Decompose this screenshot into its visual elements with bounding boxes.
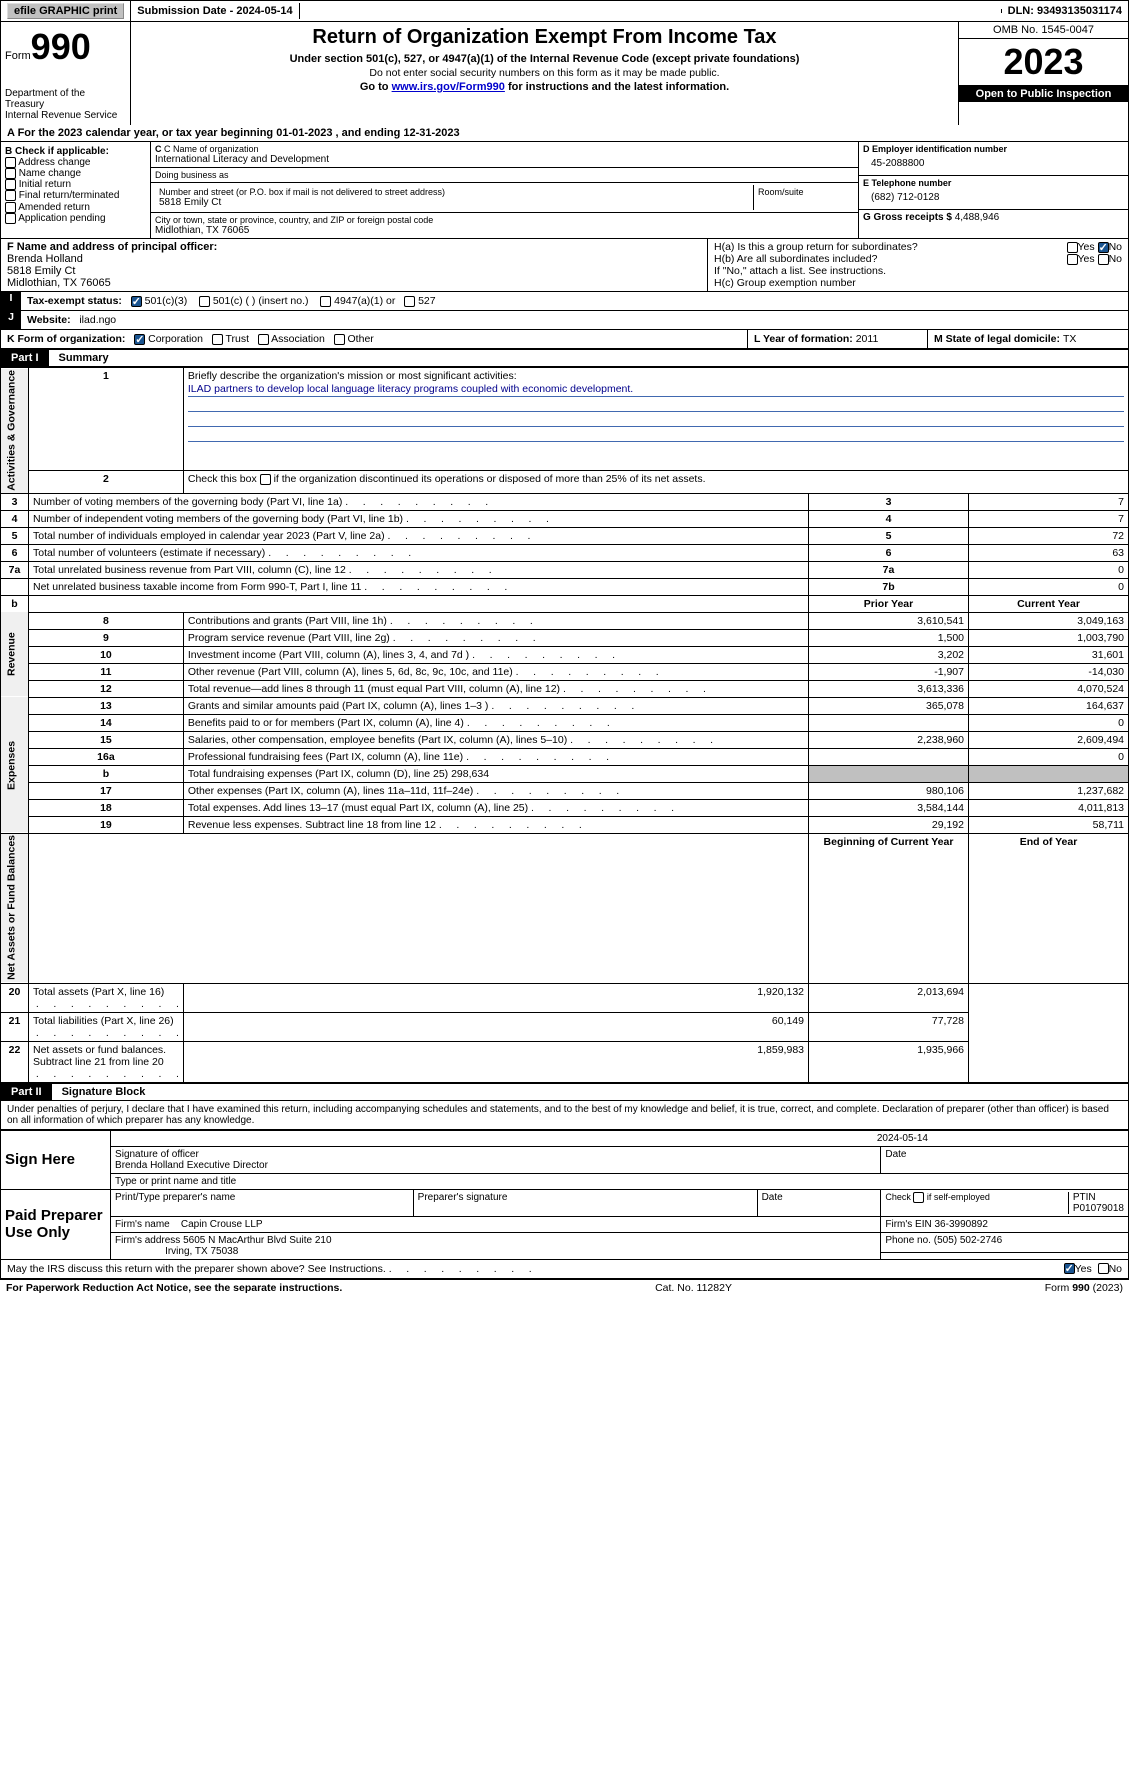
i-row: I Tax-exempt status: 501(c)(3) 501(c) ( … <box>0 292 1129 311</box>
summary-row: 19Revenue less expenses. Subtract line 1… <box>1 816 1129 833</box>
summary-row: 12Total revenue—add lines 8 through 11 (… <box>1 680 1129 697</box>
form-subtitle: Under section 501(c), 527, or 4947(a)(1)… <box>135 53 954 65</box>
summary-row: 4Number of independent voting members of… <box>1 510 1129 527</box>
box-c-city: City or town, state or province, country… <box>151 213 858 238</box>
j-row: J Website: ilad.ngo <box>0 311 1129 330</box>
summary-table: Activities & Governance 1 Briefly descri… <box>0 367 1129 1083</box>
boxb-item: Amended return <box>5 202 146 213</box>
box-g-receipts: G Gross receipts $ 4,488,946 <box>859 210 1128 225</box>
line2-text: Check this box if the organization disco… <box>188 473 706 485</box>
part2-header: Part II Signature Block <box>0 1083 1129 1101</box>
hb-no-checkbox[interactable] <box>1098 254 1109 265</box>
dept-treasury: Department of the Treasury Internal Reve… <box>5 88 126 121</box>
4947-checkbox[interactable] <box>320 296 331 307</box>
omb-number: OMB No. 1545-0047 <box>959 22 1128 39</box>
527-checkbox[interactable] <box>404 296 415 307</box>
501c-checkbox[interactable] <box>199 296 210 307</box>
boxb-item: Application pending <box>5 213 146 224</box>
boxb-item: Name change <box>5 168 146 179</box>
box-b: B Check if applicable: Address change Na… <box>1 142 151 238</box>
perjury-statement: Under penalties of perjury, I declare th… <box>0 1101 1129 1130</box>
form-number: 990 <box>31 26 91 67</box>
summary-row: Expenses13Grants and similar amounts pai… <box>1 697 1129 714</box>
summary-row: 16aProfessional fundraising fees (Part I… <box>1 748 1129 765</box>
summary-row: bTotal fundraising expenses (Part IX, co… <box>1 765 1129 782</box>
discuss-yes-checkbox[interactable] <box>1064 1263 1075 1274</box>
corp-checkbox[interactable] <box>134 334 145 345</box>
501c3-checkbox[interactable] <box>131 296 142 307</box>
summary-row: 22Net assets or fund balances. Subtract … <box>1 1041 1129 1082</box>
summary-row: 9Program service revenue (Part VIII, lin… <box>1 629 1129 646</box>
gov-label: Activities & Governance <box>1 368 29 494</box>
self-employed-checkbox[interactable] <box>913 1192 924 1203</box>
ha-yes-checkbox[interactable] <box>1067 242 1078 253</box>
irs-link[interactable]: www.irs.gov/Form990 <box>392 81 505 93</box>
summary-row: 21Total liabilities (Part X, line 26)60,… <box>1 1012 1129 1041</box>
trust-checkbox[interactable] <box>212 334 223 345</box>
signature-table: Sign Here 2024-05-14 Signature of office… <box>0 1130 1129 1260</box>
open-inspection: Open to Public Inspection <box>959 86 1128 102</box>
efile-print-button[interactable]: efile GRAPHIC print <box>7 3 124 19</box>
box-c-dba: Doing business as <box>151 168 858 183</box>
summary-row: 20Total assets (Part X, line 16)1,920,13… <box>1 983 1129 1012</box>
box-h: H(a) Is this a group return for subordin… <box>708 239 1128 291</box>
box-e-phone: E Telephone number (682) 712-0128 <box>859 176 1128 210</box>
dln: DLN: 93493135031174 <box>1002 3 1128 19</box>
page-footer: For Paperwork Reduction Act Notice, see … <box>0 1279 1129 1296</box>
summary-row: Net unrelated business taxable income fr… <box>1 578 1129 595</box>
boxb-item: Final return/terminated <box>5 190 146 201</box>
topbar: efile GRAPHIC print Submission Date - 20… <box>0 0 1129 22</box>
row-a-tax-year: A For the 2023 calendar year, or tax yea… <box>0 125 1129 142</box>
summary-row: 11Other revenue (Part VIII, column (A), … <box>1 663 1129 680</box>
goto-line: Go to www.irs.gov/Form990 for instructio… <box>135 81 954 93</box>
summary-row: 18Total expenses. Add lines 13–17 (must … <box>1 799 1129 816</box>
form-word: Form <box>5 50 31 62</box>
summary-row: 6Total number of volunteers (estimate if… <box>1 544 1129 561</box>
ha-no-checkbox[interactable] <box>1098 242 1109 253</box>
box-c-name: C C Name of organization International L… <box>151 142 858 168</box>
klm-row: K Form of organization: Corporation Trus… <box>0 330 1129 349</box>
discontinued-checkbox[interactable] <box>260 474 271 485</box>
submission-date: Submission Date - 2024-05-14 <box>131 3 299 19</box>
summary-row: 17Other expenses (Part IX, column (A), l… <box>1 782 1129 799</box>
part1-header: Part I Summary <box>0 349 1129 367</box>
summary-row: 5Total number of individuals employed in… <box>1 527 1129 544</box>
mission-text: ILAD partners to develop local language … <box>188 383 1124 397</box>
hb-yes-checkbox[interactable] <box>1067 254 1078 265</box>
summary-row: 10Investment income (Part VIII, column (… <box>1 646 1129 663</box>
summary-row: 7aTotal unrelated business revenue from … <box>1 561 1129 578</box>
tax-year: 2023 <box>1003 41 1083 82</box>
f-h-row: F Name and address of principal officer:… <box>0 239 1129 292</box>
form-header: Form990 Department of the Treasury Inter… <box>0 22 1129 125</box>
box-f: F Name and address of principal officer:… <box>1 239 708 291</box>
other-checkbox[interactable] <box>334 334 345 345</box>
discuss-no-checkbox[interactable] <box>1098 1263 1109 1274</box>
form-title: Return of Organization Exempt From Incom… <box>135 26 954 49</box>
assoc-checkbox[interactable] <box>258 334 269 345</box>
ssn-warning: Do not enter social security numbers on … <box>135 67 954 79</box>
net-label: Net Assets or Fund Balances <box>1 833 29 983</box>
box-d-ein: D Employer identification number 45-2088… <box>859 142 1128 176</box>
box-c-address: Number and street (or P.O. box if mail i… <box>151 183 858 213</box>
summary-row: 15Salaries, other compensation, employee… <box>1 731 1129 748</box>
boxb-item: Address change <box>5 157 146 168</box>
summary-row: Revenue8Contributions and grants (Part V… <box>1 612 1129 629</box>
discuss-row: May the IRS discuss this return with the… <box>0 1260 1129 1279</box>
entity-info-grid: B Check if applicable: Address change Na… <box>0 142 1129 239</box>
summary-row: 3Number of voting members of the governi… <box>1 493 1129 510</box>
sign-here-label: Sign Here <box>1 1130 111 1189</box>
boxb-item: Initial return <box>5 179 146 190</box>
summary-row: 14Benefits paid to or for members (Part … <box>1 714 1129 731</box>
paid-preparer-label: Paid Preparer Use Only <box>1 1189 111 1259</box>
